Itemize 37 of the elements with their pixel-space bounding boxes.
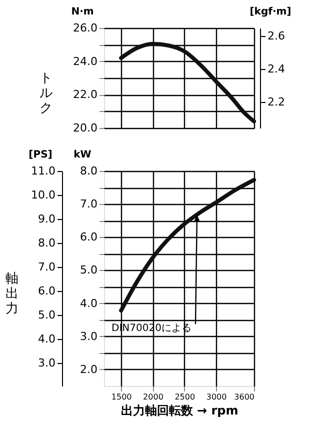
y-tick-label: 6.0 [80,230,98,244]
line-series [119,178,256,313]
text: トルク [40,71,52,116]
x-tick-label: 2000 [143,392,164,402]
y-tick-label: 22.0 [73,88,98,102]
y2-axis-title: [PS] [28,150,52,160]
y2-tick-label: 9.0 [38,212,56,226]
y-tick-label: 3.0 [80,330,98,343]
x-tick-label: 3000 [206,392,227,402]
y-tick-label: 26.0 [73,22,98,34]
y2-tick-label: 11.0 [31,164,56,178]
y-axis-title: kW [74,150,92,160]
y2-tick-label: 4.0 [38,332,56,346]
y2-tick-label: 2.4 [268,62,285,76]
x-axis-title: 出力軸回転数 → rpm [120,404,238,418]
text: 軸出力 [6,272,18,316]
y2-tick-label: 6.0 [38,284,56,298]
y2-axis-title: [kgf·m] [250,6,292,18]
y2-tick-label: 5.0 [38,308,56,322]
x-tick-label: 2500 [174,392,196,402]
y2-tick-label: 2.2 [268,95,285,108]
y2-tick-label: 10.0 [31,188,56,202]
x-tick-label: 3600 [234,392,254,402]
y2-tick-label: 8.0 [38,236,56,250]
y2-tick-label: 3.0 [38,356,56,370]
y2-tick-label: 2.6 [268,30,285,43]
x-tick-label: 1500 [111,392,132,402]
y-tick-label: 2.0 [80,362,98,376]
y2-tick-label: 7.0 [38,260,56,274]
y-tick-label: 20.0 [73,122,98,134]
y-tick-label: 7.0 [80,198,98,211]
line-series [119,42,256,124]
y-tick-label: 5.0 [80,264,98,277]
y-axis-title: N·m [71,6,94,18]
y-tick-label: 8.0 [80,164,98,178]
y-tick-label: 24.0 [73,54,98,68]
y-tick-label: 4.0 [80,296,98,310]
